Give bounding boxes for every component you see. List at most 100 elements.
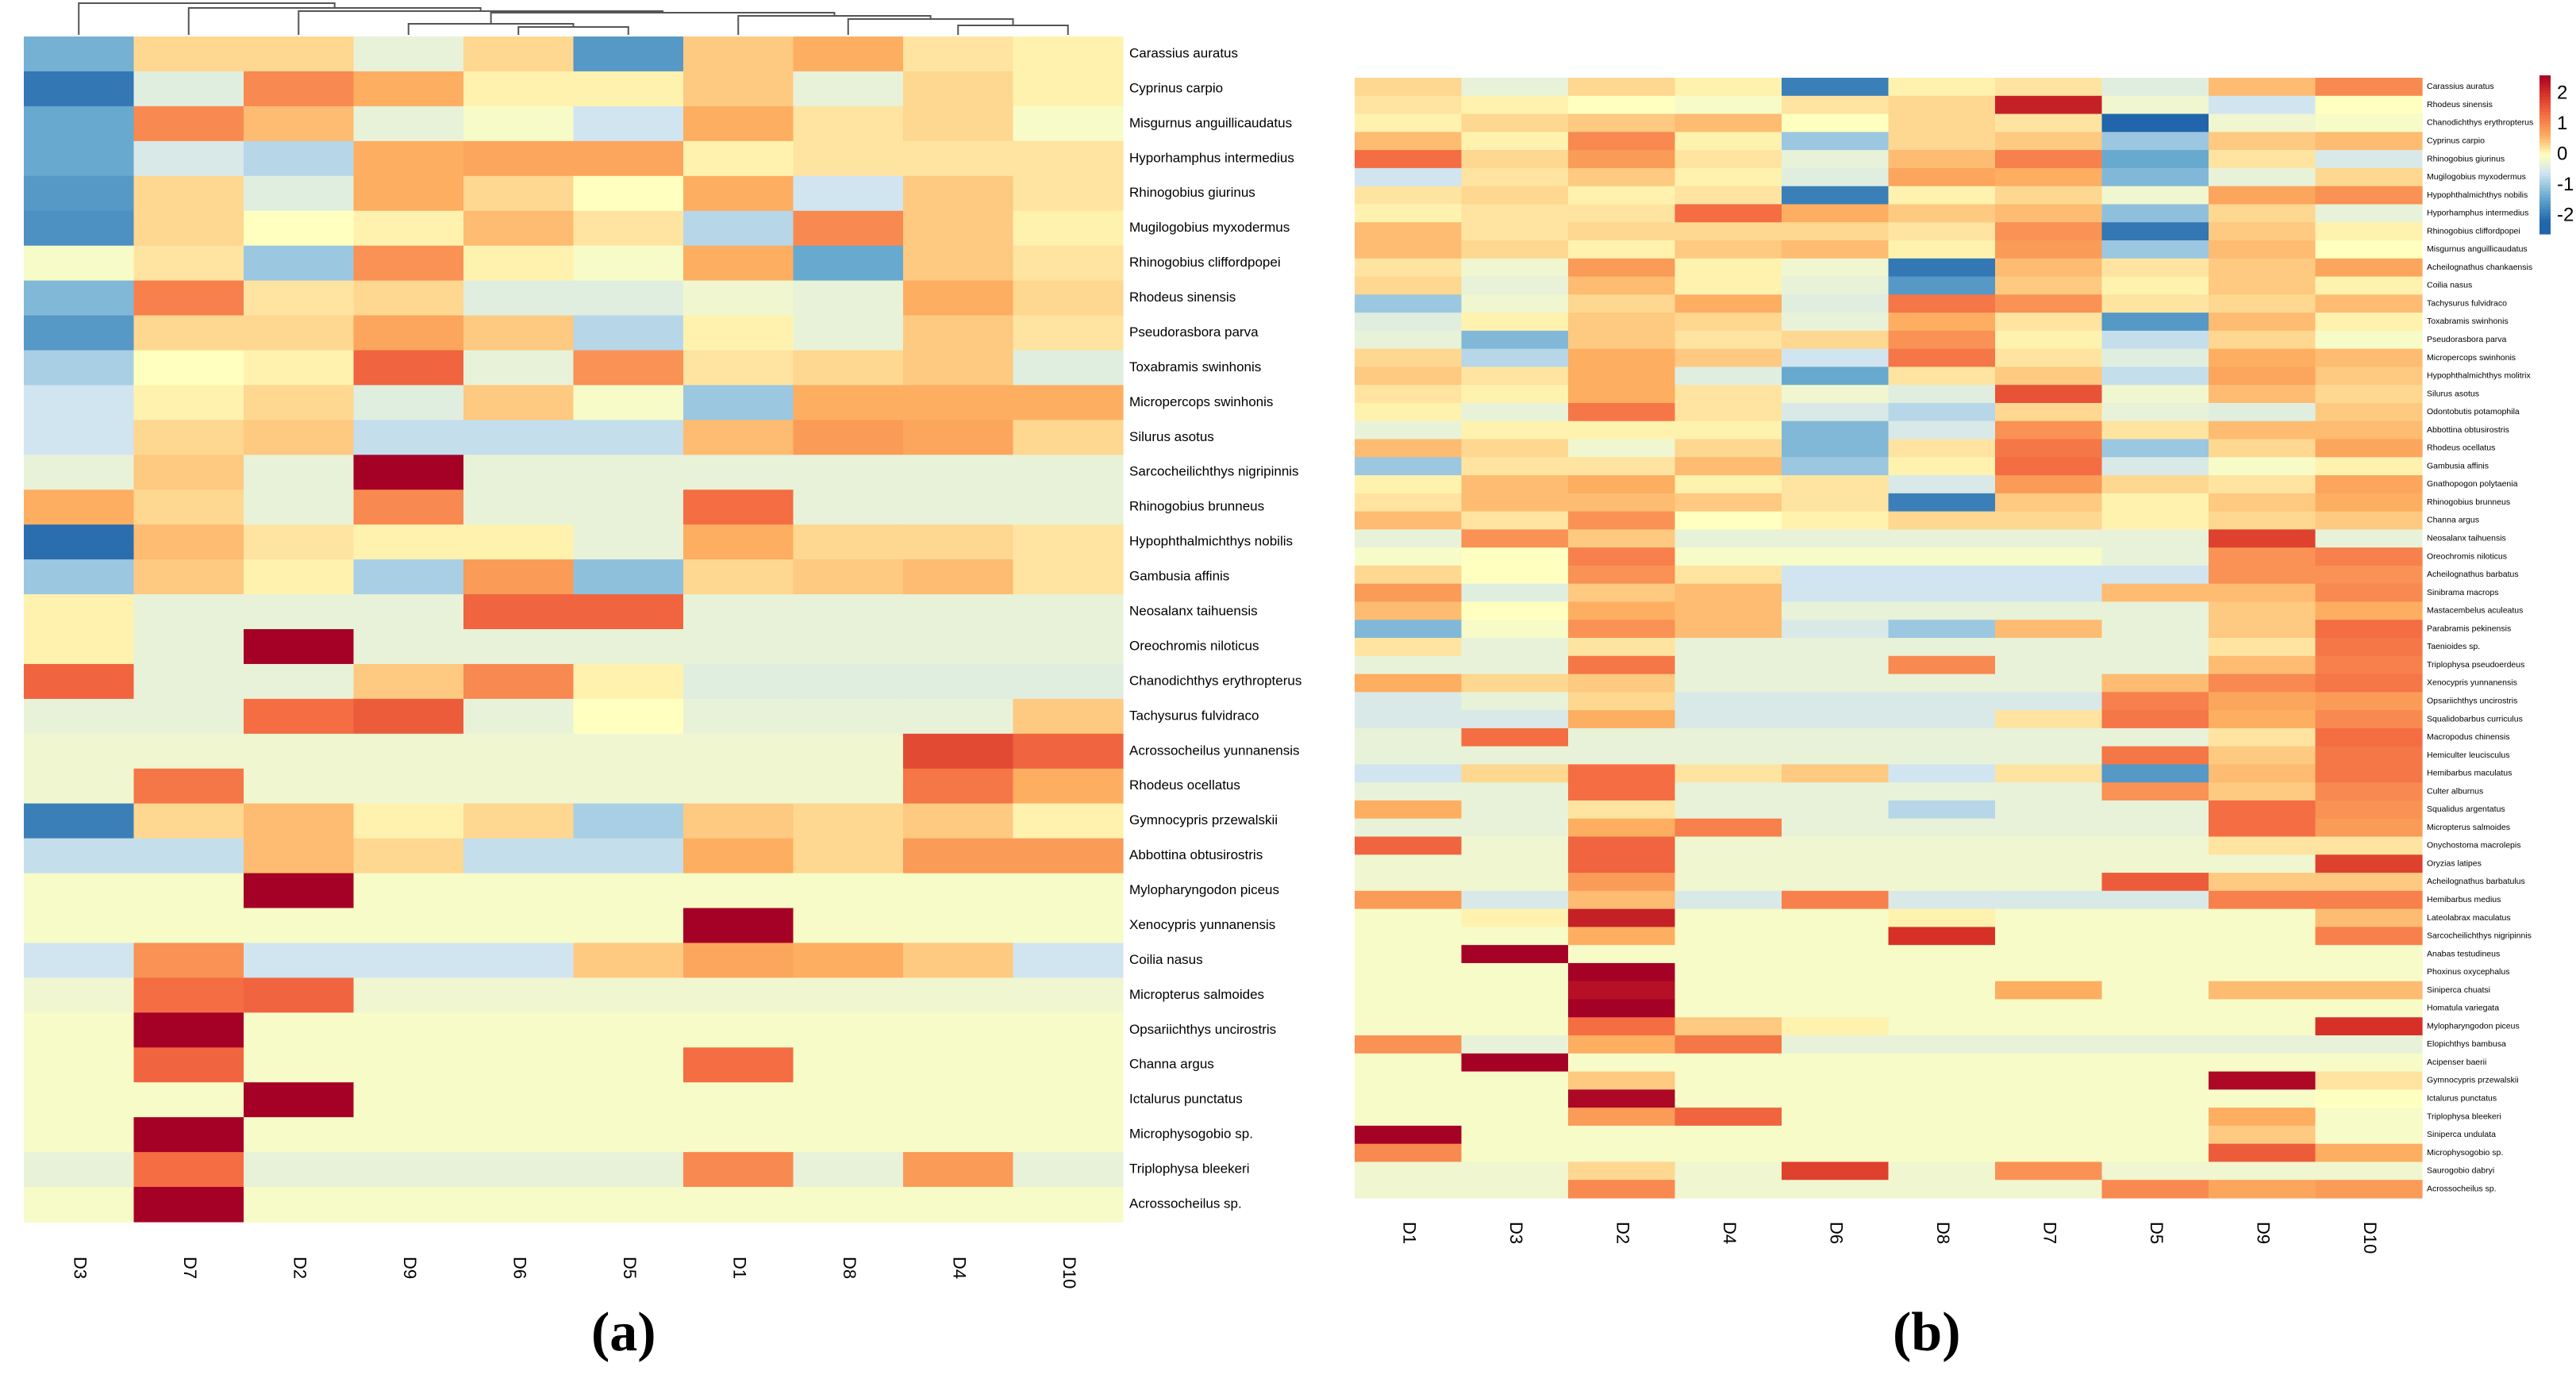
heatmap-cell bbox=[1355, 1108, 1463, 1127]
heatmap-cell bbox=[1674, 1035, 1782, 1054]
heatmap-cell bbox=[1782, 1180, 1890, 1199]
heatmap-cell bbox=[1568, 222, 1676, 241]
legend-swatch bbox=[2539, 213, 2551, 217]
legend-swatch bbox=[2539, 194, 2551, 198]
row-label: Opsariichthys uncirostris bbox=[2427, 696, 2517, 705]
legend-swatch bbox=[2539, 127, 2551, 131]
heatmap-cell bbox=[1461, 276, 1569, 295]
heatmap-cell bbox=[573, 1117, 684, 1153]
heatmap-cell bbox=[1674, 583, 1782, 603]
heatmap-cell bbox=[2315, 1071, 2423, 1090]
heatmap-cell bbox=[1013, 594, 1124, 630]
legend-swatch bbox=[2539, 155, 2551, 159]
legend-swatch bbox=[2539, 157, 2551, 162]
heatmap-cell bbox=[1461, 655, 1569, 675]
row-label: Channa argus bbox=[2427, 516, 2479, 525]
heatmap-cell bbox=[2315, 620, 2423, 639]
heatmap-cell bbox=[1782, 420, 1890, 440]
heatmap-cell bbox=[2101, 1180, 2209, 1199]
heatmap-cell bbox=[1995, 150, 2103, 169]
heatmap-cell bbox=[1888, 150, 1996, 169]
heatmap-cell bbox=[133, 210, 244, 247]
heatmap-cell bbox=[1461, 258, 1569, 278]
heatmap-cell bbox=[133, 524, 244, 560]
heatmap-cell bbox=[1888, 313, 1996, 332]
heatmap-cell bbox=[1888, 746, 1996, 766]
heatmap-cell bbox=[133, 175, 244, 212]
heatmap-cell bbox=[1995, 1089, 2103, 1108]
heatmap-cell bbox=[2315, 132, 2423, 151]
heatmap-cell bbox=[1355, 1071, 1463, 1090]
heatmap-cell bbox=[683, 838, 794, 874]
heatmap-cell bbox=[2209, 583, 2316, 603]
heatmap-cell bbox=[24, 36, 135, 72]
heatmap-cell bbox=[244, 1117, 355, 1153]
heatmap-cell bbox=[1995, 367, 2103, 386]
heatmap-cell bbox=[1782, 150, 1890, 169]
heatmap-cell bbox=[1995, 547, 2103, 566]
heatmap-cell bbox=[1888, 692, 1996, 711]
heatmap-cell bbox=[1888, 475, 1996, 494]
heatmap-cell bbox=[1995, 674, 2103, 693]
heatmap-cell bbox=[2315, 583, 2423, 603]
heatmap-cell bbox=[1674, 204, 1782, 223]
heatmap-cell bbox=[793, 594, 904, 630]
row-label: Oreochromis niloticus bbox=[1129, 638, 1259, 653]
heatmap-cell bbox=[1568, 78, 1676, 97]
heatmap-cell bbox=[2209, 782, 2316, 801]
heatmap-cell bbox=[1355, 583, 1463, 603]
column-label: D9 bbox=[2253, 1222, 2273, 1244]
legend-swatch bbox=[2539, 75, 2551, 79]
heatmap-cell bbox=[2101, 529, 2209, 548]
heatmap-cell bbox=[2315, 728, 2423, 747]
heatmap-cell bbox=[1782, 222, 1890, 241]
heatmap-cell bbox=[903, 977, 1014, 1013]
heatmap-cell bbox=[1461, 601, 1569, 620]
heatmap-cell bbox=[133, 908, 244, 944]
heatmap-cell bbox=[1568, 330, 1676, 350]
heatmap-cell bbox=[133, 106, 244, 142]
legend-swatch bbox=[2539, 175, 2551, 180]
heatmap-cell bbox=[1461, 330, 1569, 350]
heatmap-cell bbox=[1568, 294, 1676, 313]
heatmap-cell bbox=[1888, 764, 1996, 783]
heatmap-cell bbox=[1568, 493, 1676, 513]
heatmap-cell bbox=[244, 768, 355, 804]
heatmap-cell bbox=[1461, 746, 1569, 766]
heatmap-cell bbox=[1995, 873, 2103, 892]
heatmap-cell bbox=[353, 350, 464, 386]
column-labels-b: D1 D3 D2 D4 D6 D8 D7 D5 D9 D10 bbox=[1399, 1222, 2380, 1254]
heatmap-cell bbox=[1461, 95, 1569, 115]
heatmap-cell bbox=[1674, 764, 1782, 783]
heatmap-cell bbox=[2209, 439, 2316, 458]
heatmap-cell bbox=[903, 385, 1014, 420]
heatmap-cell bbox=[1674, 601, 1782, 620]
row-label: Siniperca chuatsi bbox=[2427, 985, 2490, 995]
heatmap-cell bbox=[1995, 113, 2103, 132]
heatmap-cell bbox=[2209, 728, 2316, 747]
legend-swatch bbox=[2539, 133, 2551, 137]
heatmap-cell bbox=[244, 245, 355, 282]
heatmap-cell bbox=[1995, 692, 2103, 711]
heatmap-cell bbox=[1013, 71, 1124, 107]
heatmap-cell bbox=[683, 1152, 794, 1188]
heatmap-cell bbox=[1674, 728, 1782, 747]
heatmap-cell bbox=[683, 1187, 794, 1223]
heatmap-cell bbox=[1674, 638, 1782, 657]
heatmap-cell bbox=[2315, 529, 2423, 548]
heatmap-cell bbox=[2315, 367, 2423, 386]
heatmap-cell bbox=[1461, 420, 1569, 440]
heatmap-cell bbox=[1568, 854, 1676, 873]
heatmap-cell bbox=[1995, 565, 2103, 585]
row-label: Cyprinus carpio bbox=[2427, 136, 2485, 145]
heatmap-cell bbox=[1888, 547, 1996, 566]
heatmap-cell bbox=[2101, 367, 2209, 386]
legend-swatch bbox=[2539, 170, 2551, 174]
heatmap-cell bbox=[1013, 420, 1124, 455]
heatmap-cell bbox=[1568, 1071, 1676, 1090]
heatmap-cell bbox=[1568, 927, 1676, 946]
heatmap-cell bbox=[463, 559, 575, 595]
heatmap-cell bbox=[2101, 1108, 2209, 1127]
heatmap-cell bbox=[683, 873, 794, 909]
legend-swatch bbox=[2539, 231, 2551, 235]
